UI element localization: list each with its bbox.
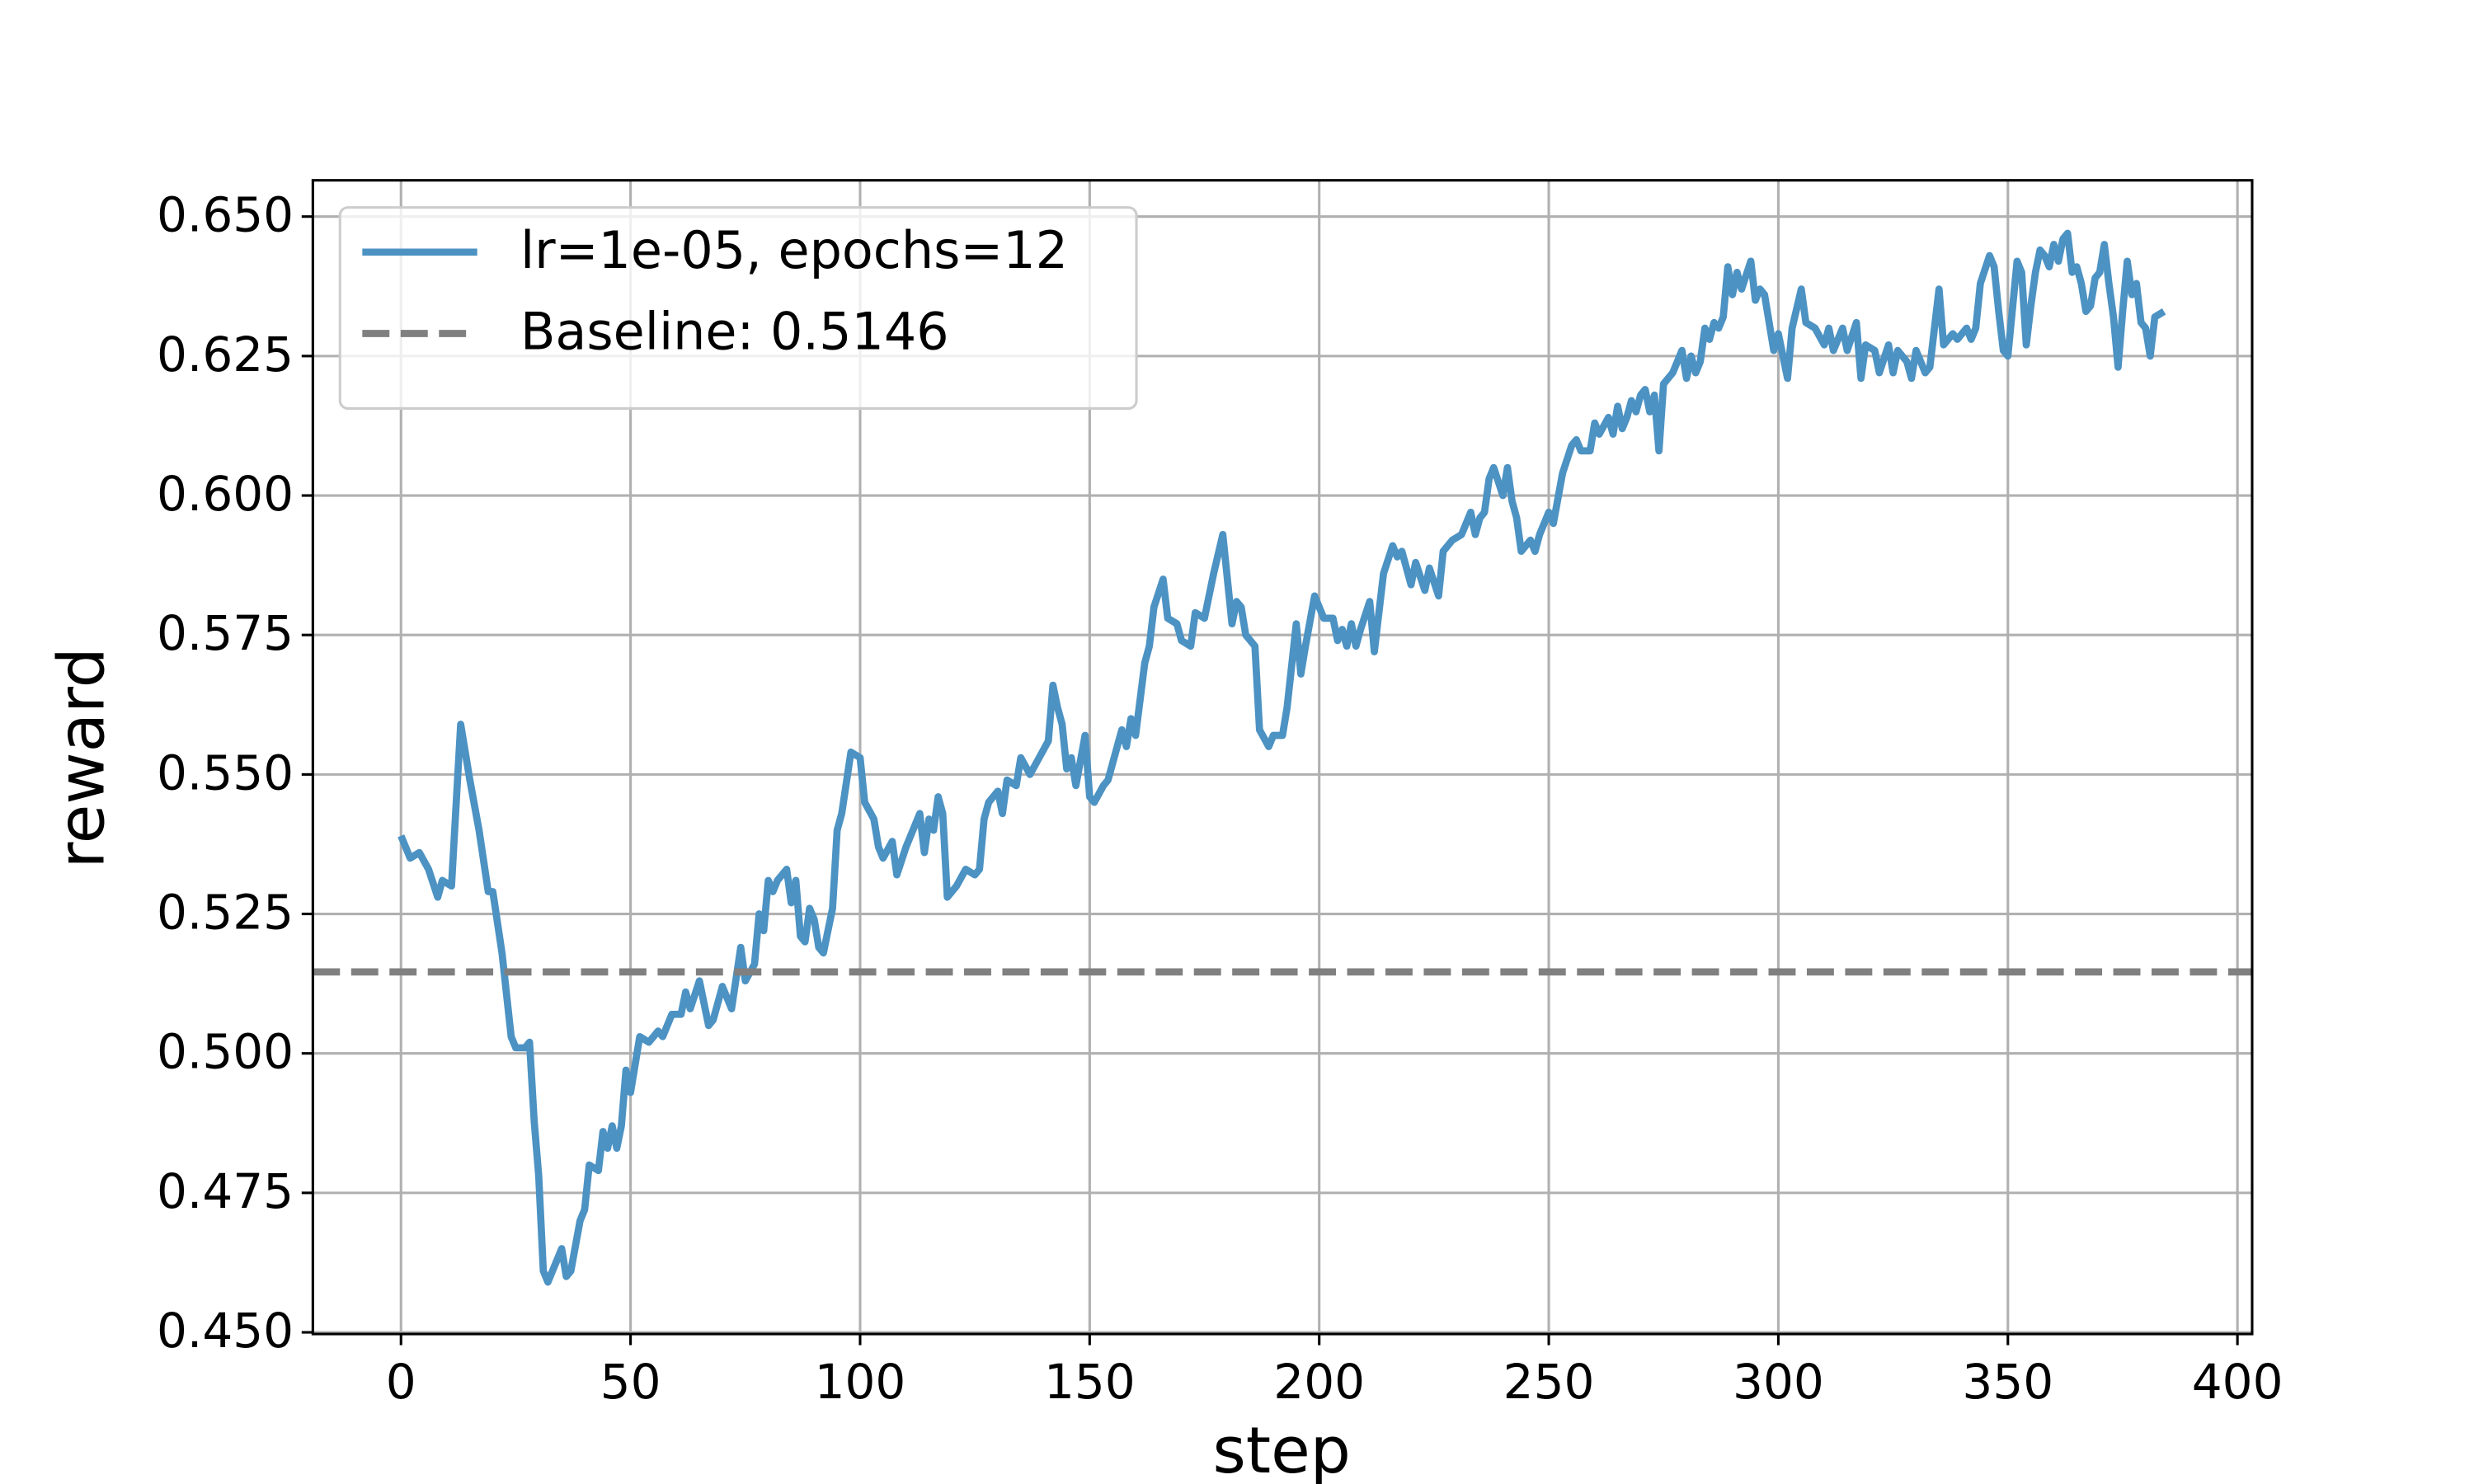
series-line [397,229,2166,1286]
legend: lr=1e-05, epochs=12 Baseline: 0.5146 [338,206,1138,411]
legend-label: Baseline: 0.5146 [520,303,949,362]
x-tick-label: 150 [1044,1354,1136,1410]
legend-label: lr=1e-05, epochs=12 [520,221,1068,280]
y-tick-label: 0.500 [157,1024,294,1080]
legend-box [338,206,1138,411]
x-axis-label: step [1212,1414,1350,1484]
y-tick-label: 0.525 [157,885,294,941]
x-tick-label: 50 [600,1354,661,1410]
y-axis-label: reward [45,647,120,868]
y-tick-label: 0.450 [157,1303,294,1359]
y-tick-label: 0.650 [157,187,294,243]
y-tick-label: 0.625 [157,326,294,383]
y-tick-label: 0.475 [157,1163,294,1219]
x-tick-label: 300 [1733,1354,1824,1410]
x-tick-label: 0 [386,1354,416,1410]
y-tick-label: 0.550 [157,744,294,801]
axes-frame [311,179,2254,1336]
x-tick-label: 350 [1962,1354,2053,1410]
x-tick-label: 250 [1503,1354,1595,1410]
x-tick-label: 400 [2192,1354,2284,1410]
x-tick-label: 200 [1273,1354,1365,1410]
x-tick-label: 100 [815,1354,906,1410]
y-tick-label: 0.600 [157,466,294,522]
y-tick-label: 0.575 [157,605,294,661]
